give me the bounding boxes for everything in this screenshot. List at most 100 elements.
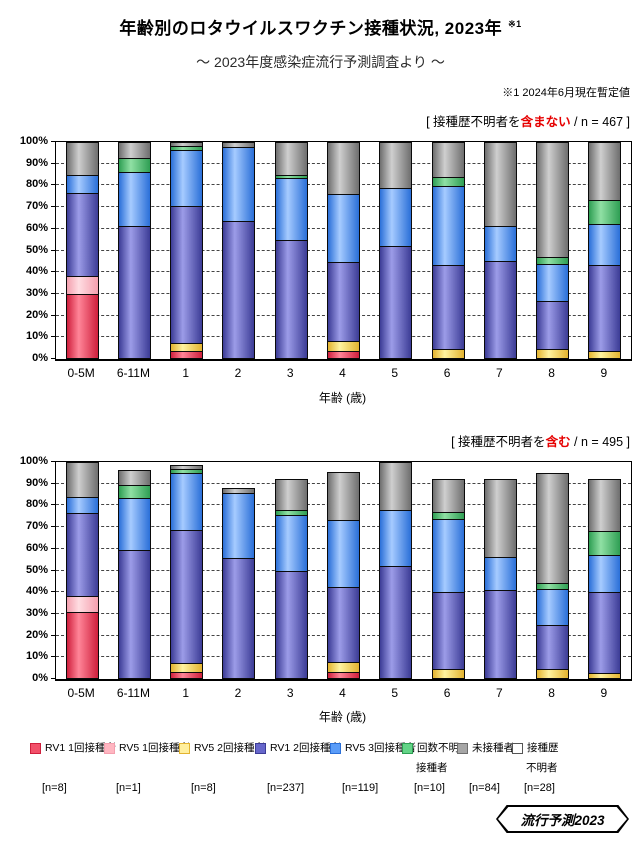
segment-unvaccinated — [484, 480, 516, 557]
segment-rv5_3 — [223, 147, 255, 221]
y-axis-tick-mark — [51, 461, 56, 462]
legend-spacer — [179, 762, 265, 775]
legend-spacer — [255, 762, 341, 775]
chart2-header: [ 接種歴不明者を含む / n = 495 ] — [55, 431, 630, 450]
chart2-y-tick: 0% — [32, 672, 48, 684]
chart2-x-axis-title: 年齢 (歳) — [318, 710, 367, 724]
chart1-bar-8 — [536, 142, 570, 359]
chart1-y-tick: 10% — [25, 330, 48, 343]
chart1-x-axis-title: 年齢 (歳) — [318, 391, 367, 405]
segment-rv1_2 — [275, 571, 307, 678]
segment-rv1_1 — [171, 671, 203, 678]
chart2-plot-area — [55, 461, 632, 681]
chart1-header: [ 接種歴不明者を含まない / n = 467 ] — [55, 111, 630, 130]
legend-spacer — [457, 762, 514, 775]
chart2-bar-9 — [588, 479, 622, 679]
segment-unvaccinated — [380, 463, 412, 510]
segment-rv5_3 — [484, 556, 516, 590]
segment-rv1_1 — [66, 293, 98, 358]
chart1-x-tick-5: 5 — [391, 366, 399, 380]
segment-unvaccinated — [432, 480, 464, 512]
chart2-x-tick-6-11M: 6-11M — [116, 686, 150, 700]
legend-n-count: [n=1] — [116, 782, 141, 794]
legend-item-rv1_1: RV1 1回接種者 [n=8] — [30, 742, 116, 795]
chart1-x-tick-6: 6 — [443, 366, 451, 380]
segment-rv5_2 — [328, 662, 359, 672]
y-axis-tick-mark — [51, 547, 56, 549]
chart1-bar-0-5M — [65, 142, 99, 359]
y-axis-tick-mark — [51, 591, 56, 593]
legend-swatch-rv5_3 — [330, 743, 341, 754]
chart1-bar-5 — [379, 142, 413, 359]
y-axis-tick-mark — [51, 314, 56, 316]
segment-rv5_1 — [66, 595, 98, 612]
legend-swatch-rv1_1 — [30, 743, 41, 754]
chart1-y-tick: 40% — [25, 265, 48, 278]
legend-n-count: [n=8] — [191, 782, 216, 794]
segment-rv5_3 — [589, 555, 621, 592]
chart2-x-tick-1: 1 — [182, 686, 189, 700]
chart1-x-tick-7: 7 — [495, 366, 503, 380]
legend-item-rv5_2: RV5 2回接種者 [n=8] — [179, 742, 265, 795]
chart2-y-tick: 60% — [25, 541, 48, 554]
segment-rv1_1 — [328, 350, 359, 358]
legend-label: RV5 2回接種者 — [194, 742, 265, 754]
chart2-bar-3 — [274, 479, 308, 679]
survey-badge: 流行予測2023 — [496, 805, 629, 833]
y-axis-tick-mark — [51, 656, 56, 658]
chart2-x-tick-7: 7 — [495, 686, 503, 700]
chart1-bar-2 — [222, 142, 256, 359]
segment-rv1_2 — [66, 512, 98, 596]
segment-unvaccinated — [118, 143, 150, 158]
legend-label: RV5 1回接種者 — [119, 742, 190, 754]
chart1-bar-3 — [274, 142, 308, 359]
segment-rv5_3 — [223, 493, 255, 559]
legend-label-line2: 不明者 — [526, 762, 558, 774]
legend-item-rv5_3: RV5 3回接種者 [n=119] — [330, 742, 416, 795]
segment-unvaccinated — [223, 489, 255, 494]
legend-label: 未接種者 — [472, 742, 514, 754]
chart1-y-tick: 20% — [25, 308, 48, 321]
legend-swatch-rv5_2 — [179, 743, 190, 754]
segment-rv5_3 — [171, 472, 203, 531]
chart2-x-tick-4: 4 — [339, 686, 346, 700]
y-axis-tick-mark — [51, 227, 56, 229]
chart1-y-tick: 30% — [25, 286, 48, 299]
y-axis-tick-mark — [51, 569, 56, 571]
segment-unknown_doses — [589, 530, 621, 556]
chart1-y-tick: 50% — [25, 243, 48, 256]
segment-rv1_2 — [328, 262, 359, 342]
segment-unvaccinated — [275, 480, 307, 510]
chart1-bar-1 — [170, 142, 204, 359]
segment-rv1_2 — [380, 246, 412, 359]
segment-unvaccinated — [171, 143, 203, 147]
segment-rv5_3 — [118, 498, 150, 550]
chart2-y-tick: 50% — [25, 563, 48, 576]
y-axis-tick-mark — [51, 482, 56, 484]
chart2-y-tick: 80% — [25, 498, 48, 511]
chart1-y-tick: 0% — [32, 352, 48, 364]
chart2-bar-4 — [327, 471, 360, 679]
segment-unknown_doses — [589, 199, 621, 225]
chart2-bar-8 — [536, 472, 570, 679]
segment-unvaccinated — [380, 143, 412, 188]
segment-rv5_2 — [537, 668, 569, 678]
chart2-y-tick: 20% — [25, 628, 48, 641]
chart2-y-tick: 70% — [25, 520, 48, 533]
chart1-bar-6 — [431, 142, 465, 359]
chart2-bar-6-11M — [117, 469, 151, 679]
chart1-x-tick-1: 1 — [182, 366, 189, 380]
chart2-y-tick: 30% — [25, 606, 48, 619]
segment-rv1_2 — [589, 591, 621, 673]
segment-unknown_doses — [432, 511, 464, 520]
segment-rv1_2 — [484, 589, 516, 678]
segment-unvaccinated — [589, 480, 621, 531]
chart2-bar-2 — [222, 488, 256, 679]
chart2-y-tick: 90% — [25, 476, 48, 489]
legend-n-count: [n=119] — [342, 782, 379, 794]
segment-rv1_1 — [328, 671, 359, 678]
legend-swatch-rv1_2 — [255, 743, 266, 754]
segment-rv1_2 — [328, 586, 359, 663]
segment-rv5_1 — [66, 275, 98, 294]
segment-rv5_3 — [380, 509, 412, 567]
